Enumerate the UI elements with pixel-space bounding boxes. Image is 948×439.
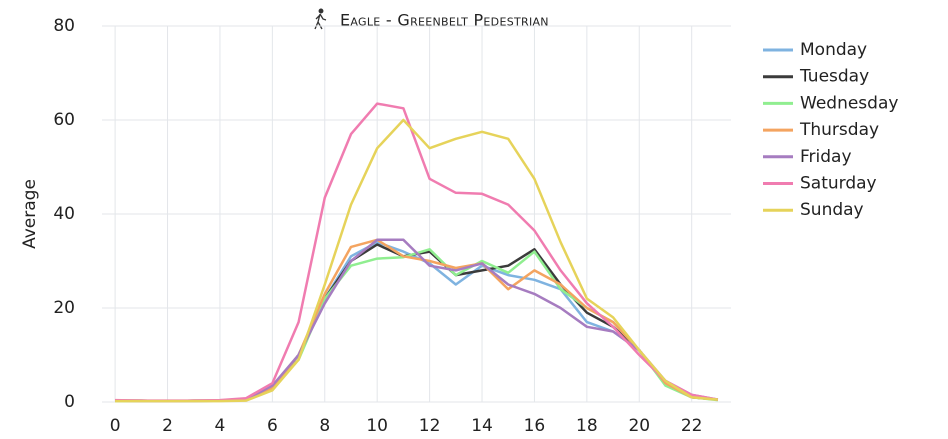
x-tick-label: 6	[267, 416, 278, 436]
y-axis-label: Average	[20, 179, 40, 249]
chart-title: Eagle - Greenbelt Pedestrian	[340, 11, 549, 30]
x-tick-label: 2	[162, 416, 173, 436]
legend-label: Friday	[800, 147, 852, 167]
legend-label: Saturday	[800, 174, 877, 194]
legend-label: Sunday	[800, 200, 864, 220]
y-tick-label: 60	[53, 110, 75, 130]
x-tick-label: 20	[628, 416, 650, 436]
x-tick-label: 18	[576, 416, 598, 436]
x-tick-label: 16	[524, 416, 546, 436]
legend-label: Monday	[800, 40, 867, 60]
series-line	[115, 238, 719, 403]
series-line	[115, 243, 719, 403]
y-tick-label: 0	[64, 392, 75, 412]
x-tick-label: 12	[419, 416, 441, 436]
series-line	[115, 240, 719, 403]
legend-label: Wednesday	[800, 93, 898, 113]
series-line	[115, 238, 719, 403]
y-tick-label: 80	[53, 16, 75, 36]
x-tick-label: 14	[471, 416, 493, 436]
x-tick-label: 22	[681, 416, 703, 436]
legend-label: Tuesday	[799, 67, 869, 87]
legend-label: Thursday	[799, 120, 879, 140]
series-line	[115, 118, 719, 403]
y-tick-label: 40	[53, 204, 75, 224]
x-tick-label: 10	[366, 416, 388, 436]
y-tick-label: 20	[53, 298, 75, 318]
series-line	[115, 248, 719, 403]
x-tick-label: 0	[110, 416, 121, 436]
x-tick-label: 8	[319, 416, 330, 436]
x-tick-label: 4	[215, 416, 226, 436]
